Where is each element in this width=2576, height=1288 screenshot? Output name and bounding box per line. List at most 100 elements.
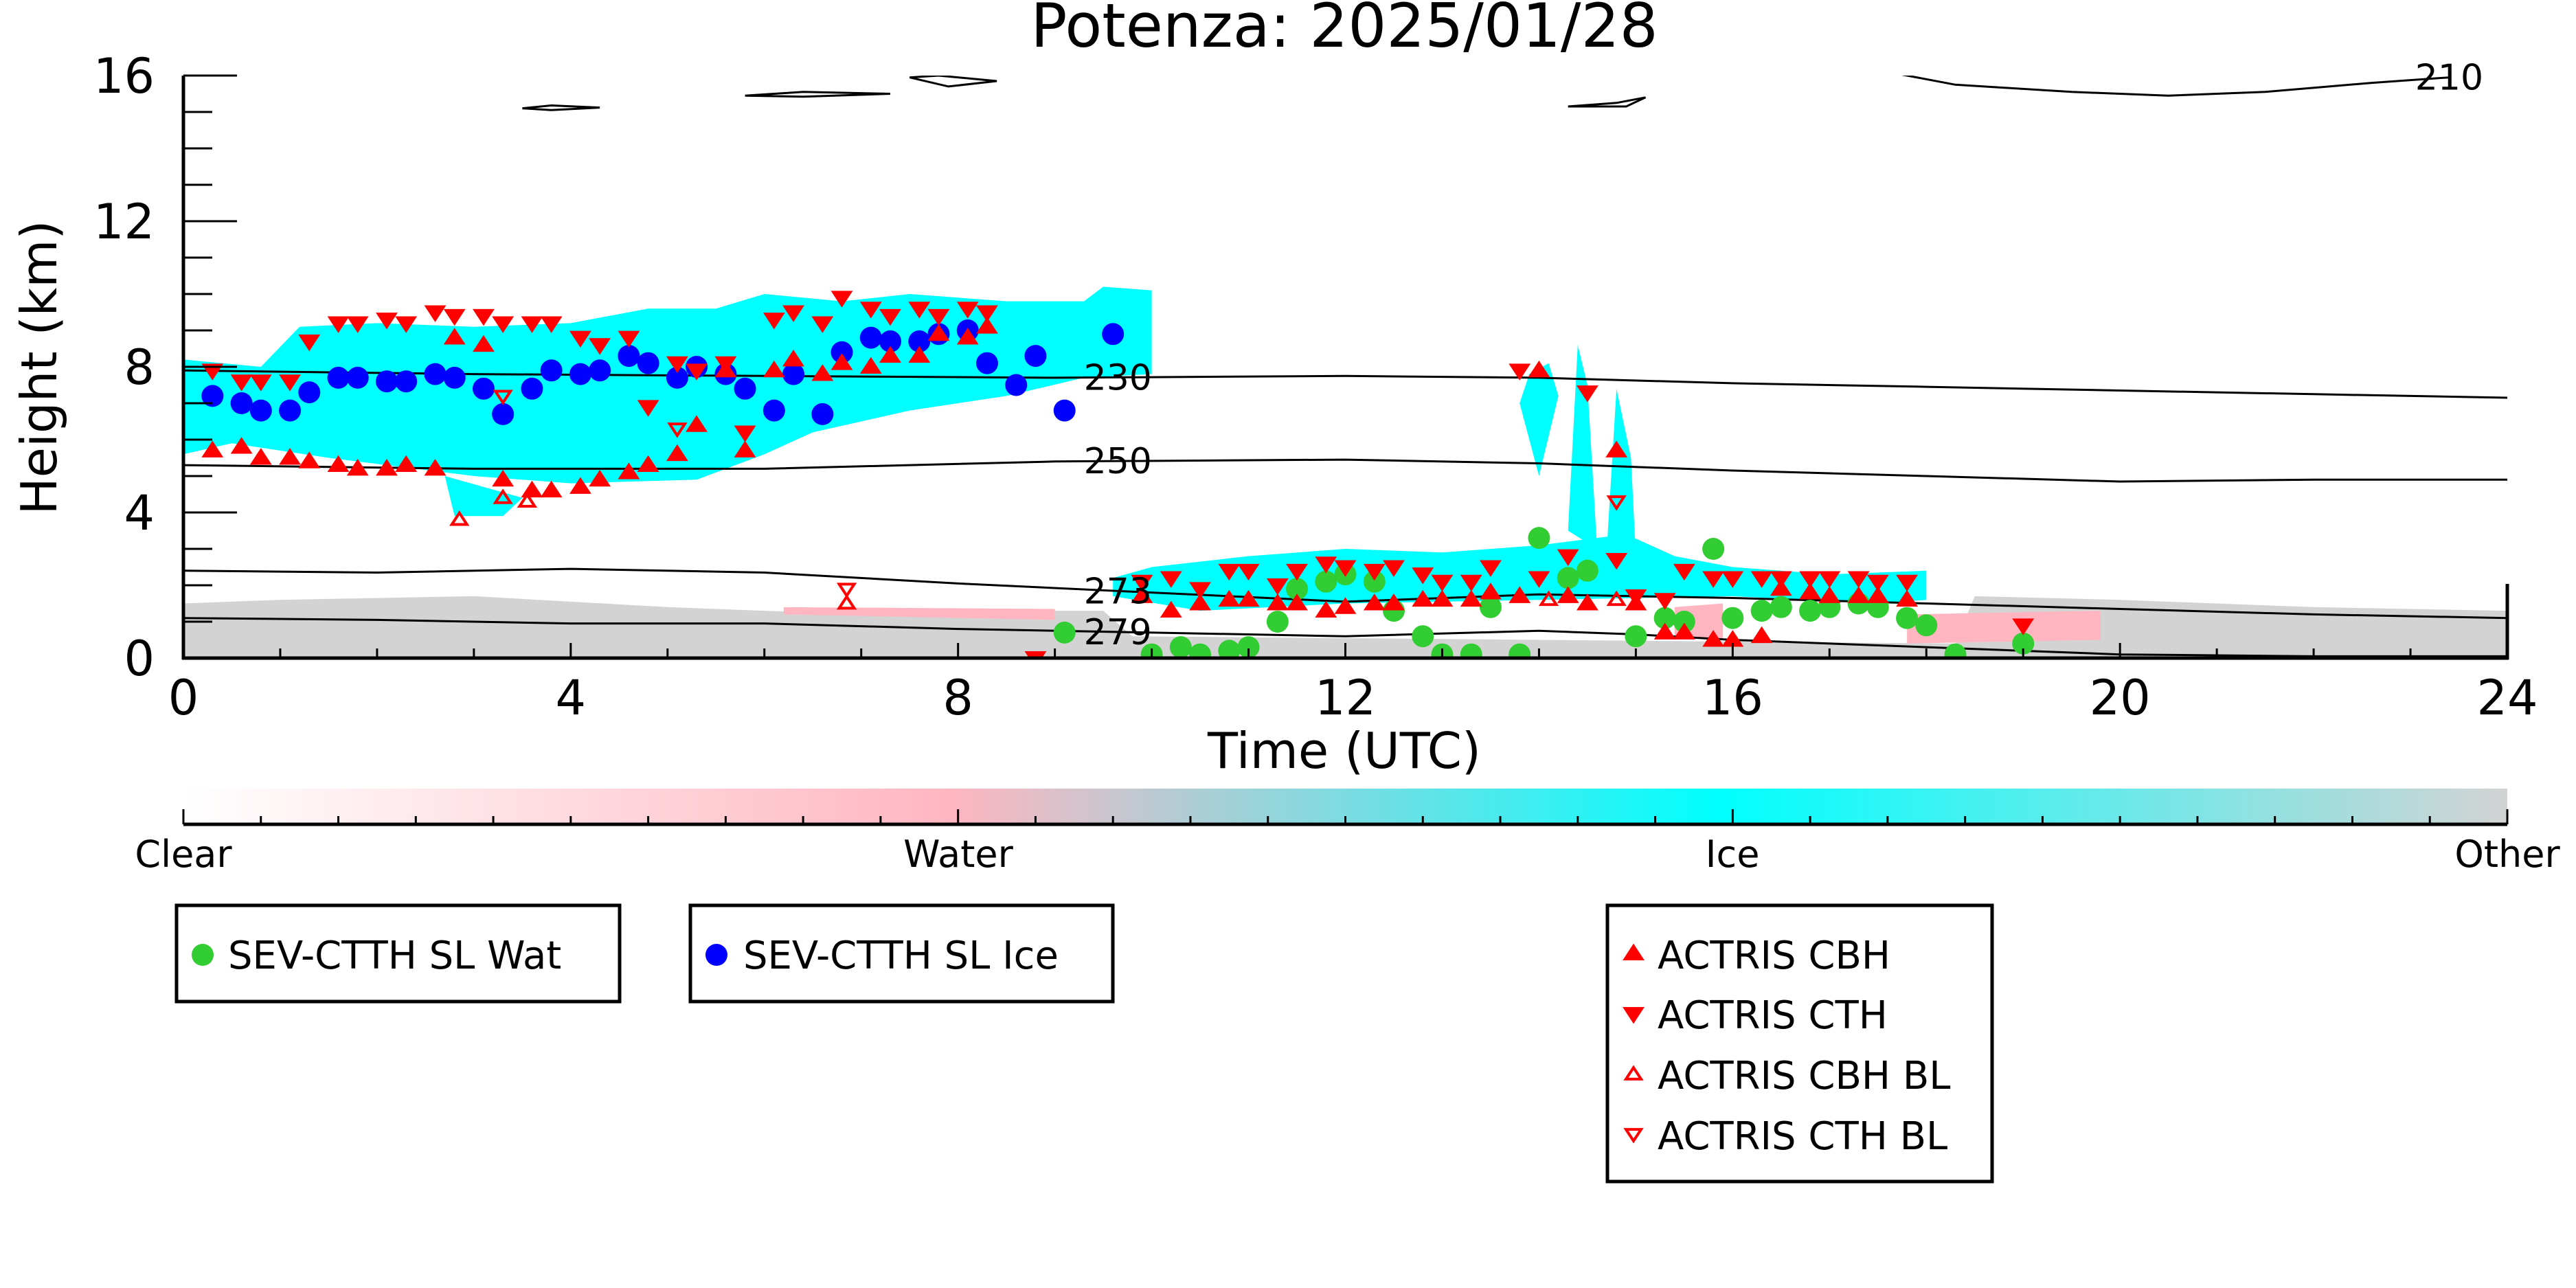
- actris-cbh-point: [1266, 594, 1289, 611]
- actris-cth-point: [1653, 593, 1676, 610]
- actris-cth-point: [569, 330, 591, 348]
- y-tick-label: 4: [124, 485, 155, 541]
- actris-cth-point: [395, 316, 418, 333]
- actris-cth-point: [1412, 567, 1434, 585]
- legend-sev-wat-label: SEV-CTTH SL Wat: [228, 934, 561, 978]
- actris-cth-bl-point: [1606, 495, 1627, 511]
- water-region: [1907, 611, 2101, 644]
- y-tick-label: 12: [93, 194, 155, 250]
- colorbar-ticks: [182, 809, 2509, 824]
- sev-ctth-sl-ice-point: [1005, 374, 1028, 396]
- x-tick-label: 24: [2476, 670, 2538, 726]
- sev-ctth-sl-wat-point: [1266, 611, 1289, 633]
- legend-actris-box: [1605, 903, 1994, 1184]
- actris-cth-point: [1557, 549, 1579, 567]
- legend-sev-wat-marker: [192, 944, 214, 966]
- sev-ctth-sl-ice-point: [492, 403, 515, 425]
- ice-region: [1519, 363, 1559, 476]
- actris-cbh-point: [734, 440, 756, 457]
- actris-cth-point: [1334, 560, 1357, 577]
- sev-ctth-sl-ice-point: [395, 370, 418, 393]
- actris-cth-point: [1315, 556, 1337, 574]
- ice-region: [444, 476, 523, 517]
- legend-actris-cbh-bl-label: ACTRIS CBH BL: [1658, 1054, 1950, 1098]
- actris-cth-point: [976, 305, 998, 322]
- actris-cbh-point: [1673, 622, 1695, 640]
- contour-line: [1901, 76, 2450, 97]
- sev-ctth-sl-wat-point: [1237, 636, 1260, 659]
- actris-cth-point: [1866, 574, 1889, 592]
- actris-cth-point: [249, 374, 272, 392]
- sev-ctth-sl-ice-point: [1053, 399, 1076, 422]
- actris-cbh-point: [249, 448, 272, 465]
- actris-cbh-point: [1509, 586, 1531, 603]
- sev-ctth-sl-ice-point: [762, 399, 785, 422]
- actris-cth-point: [666, 356, 688, 374]
- x-tick-label: 8: [942, 670, 973, 726]
- x-tick-label: 0: [168, 670, 199, 726]
- legend-actris-cth-bl-label: ACTRIS CTH BL: [1658, 1114, 1947, 1159]
- actris-cth-point: [521, 316, 543, 333]
- legend-sev-ice-box: [688, 903, 1115, 1004]
- ice-region: [1607, 388, 1636, 556]
- contour-label: 230: [1084, 357, 1152, 398]
- x-tick-label: 20: [2090, 670, 2151, 726]
- actris-cth-bl-point: [493, 389, 513, 405]
- x-ticks: 0 4 8 12 16 20 24: [168, 643, 2538, 726]
- sev-ctth-sl-wat-point: [1528, 527, 1550, 550]
- sev-ctth-sl-wat-point: [1169, 636, 1192, 659]
- actris-cbh-point: [1383, 594, 1405, 611]
- actris-cth-point: [1131, 574, 1153, 592]
- actris-cbh-point: [1431, 589, 1454, 607]
- x-tick-label: 16: [1702, 670, 1763, 726]
- marker-layer: [201, 291, 2035, 659]
- actris-cbh-point: [1334, 597, 1357, 614]
- actris-cth-point: [1160, 571, 1182, 588]
- sev-ctth-sl-wat-point: [1286, 578, 1309, 600]
- sev-ctth-sl-ice-point: [879, 330, 901, 352]
- sev-ctth-sl-wat-point: [1721, 607, 1744, 629]
- sev-ctth-sl-wat-point: [1625, 625, 1647, 648]
- actris-cbh-point: [540, 480, 563, 498]
- actris-cth-point: [279, 374, 301, 392]
- actris-cth-point: [637, 400, 659, 417]
- actris-cbh-point: [492, 469, 515, 487]
- sev-ctth-sl-ice-point: [734, 377, 756, 400]
- sev-ctth-sl-ice-point: [472, 377, 495, 400]
- actris-cbh-point: [1576, 594, 1598, 611]
- sev-ctth-sl-ice-point: [666, 366, 688, 389]
- y-tick-label: 8: [124, 339, 155, 396]
- contour-label: 250: [1084, 441, 1152, 482]
- actris-cbh-point: [859, 357, 882, 374]
- actris-cbh-point: [666, 444, 688, 462]
- contour-line: [745, 91, 891, 98]
- sev-ctth-sl-wat-point: [2012, 632, 2035, 655]
- x-tick-label: 4: [556, 670, 587, 726]
- actris-cth-point: [714, 356, 737, 374]
- sev-ctth-sl-ice-point: [589, 359, 611, 382]
- sev-ctth-sl-ice-point: [637, 352, 659, 374]
- actris-cbh-point: [327, 455, 350, 473]
- actris-cbh-point: [1866, 586, 1889, 603]
- actris-cbh-point: [1480, 583, 1502, 600]
- legend-sev-ice-label: SEV-CTTH SL Ice: [743, 934, 1059, 978]
- actris-cth-point: [956, 302, 979, 319]
- sev-ctth-sl-wat-point: [1576, 559, 1598, 582]
- sev-ctth-sl-wat-point: [1509, 643, 1531, 659]
- sev-ctth-sl-ice-point: [569, 363, 591, 385]
- contour-line: [1568, 96, 1647, 108]
- sev-ctth-sl-ice-point: [376, 370, 398, 393]
- colorbar-label-water: Water: [903, 833, 1013, 876]
- actris-cbh-point: [1237, 589, 1260, 607]
- sev-ctth-sl-ice-point: [540, 359, 563, 382]
- actris-cth-point: [1818, 571, 1841, 588]
- other-classification-layer: [183, 596, 2507, 658]
- actris-cbh-point: [1286, 594, 1308, 611]
- colorbar-label-ice: Ice: [1706, 833, 1760, 876]
- sev-ctth-sl-wat-point: [1315, 570, 1337, 593]
- actris-cbh-point: [879, 346, 901, 363]
- actris-cth-point: [1847, 571, 1870, 588]
- actris-cth-point: [927, 308, 950, 326]
- actris-cth-point: [298, 334, 321, 352]
